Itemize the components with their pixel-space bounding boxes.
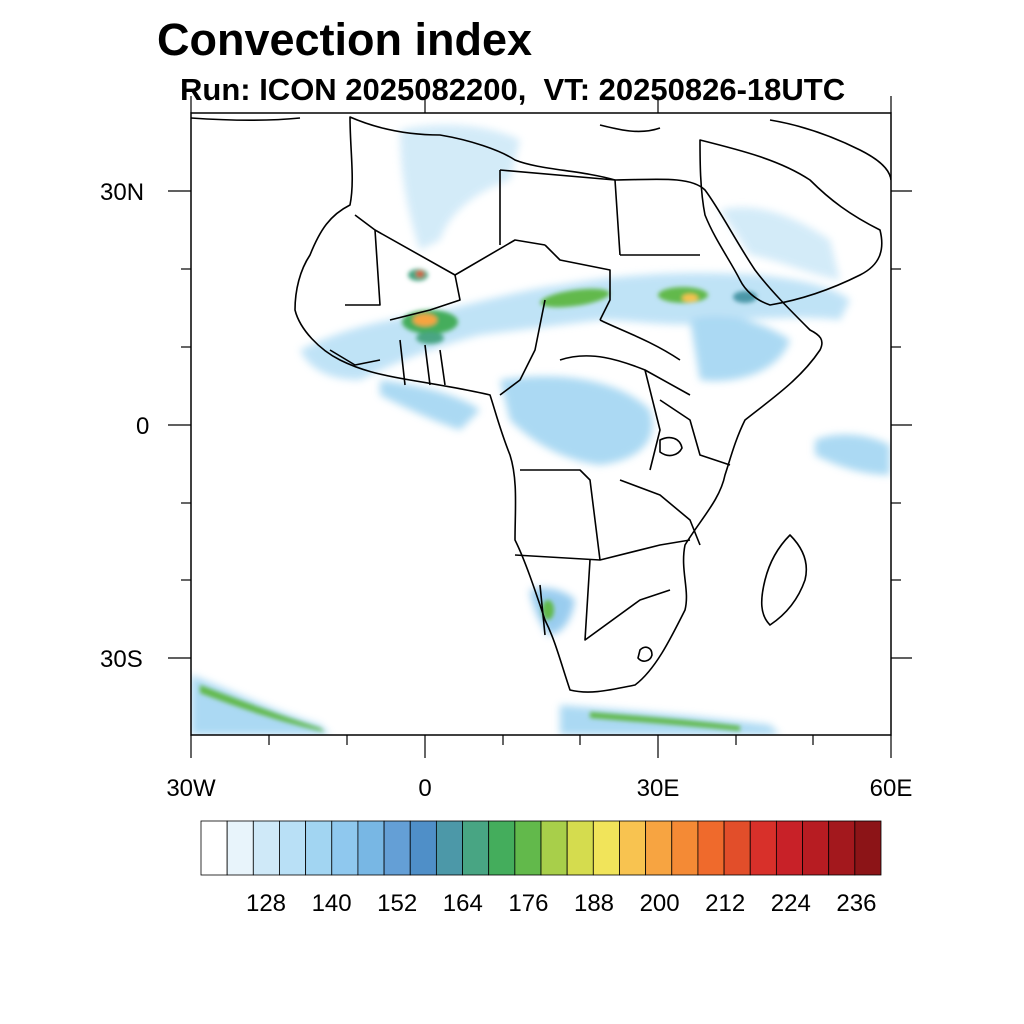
colorbar-bin [854,820,882,876]
colorbar-bin [619,820,647,876]
colorbar-bin [226,820,254,876]
colorbar-bin [775,820,803,876]
colorbar-bin [540,820,568,876]
colorbar-bin [305,820,333,876]
chart-title: Convection index [157,14,533,65]
lat-label-30n: 30N [100,179,145,206]
colorbar-bin [566,820,594,876]
colorbar-bin [357,820,385,876]
lat-label-0: 0 [136,413,150,440]
colorbar-bin [383,820,411,876]
colorbar-tick-label: 188 [573,890,615,917]
colorbar [200,820,882,876]
colorbar-tick-label: 236 [836,890,877,917]
colorbar-bin [802,820,830,876]
colorbar-bin [409,820,437,876]
colorbar-bin [488,820,516,876]
convection-field [191,124,890,735]
colorbar-bin [462,820,490,876]
lon-label-30e: 30E [636,775,680,802]
map-frame [190,112,892,736]
colorbar-bin [435,820,463,876]
axis-ticks [168,96,912,758]
colorbar-bin [592,820,620,876]
colorbar-bin [671,820,699,876]
lon-label-0: 0 [418,775,432,802]
colorbar-bin [749,820,777,876]
colorbar-tick-label: 200 [639,890,680,917]
colorbar-tick-label: 152 [377,890,418,917]
colorbar-bin [828,820,856,876]
colorbar-tick-label: 176 [508,890,549,917]
colorbar-tick-label: 212 [705,890,746,917]
colorbar-bin [200,820,228,876]
lon-label-30w: 30W [166,775,216,802]
colorbar-tick-label: 224 [770,890,811,917]
colorbar-bin [331,820,359,876]
colorbar-bin [645,820,673,876]
colorbar-tick-label: 164 [442,890,483,917]
colorbar-bin [514,820,542,876]
colorbar-bin [252,820,280,876]
coastlines [191,116,891,693]
lon-label-60e: 60E [869,775,913,802]
lat-label-30s: 30S [100,646,143,673]
colorbar-bin [279,820,307,876]
colorbar-tick-label: 128 [245,890,287,917]
chart-subtitle: Run: ICON 2025082200, VT: 20250826-18UTC [180,72,846,107]
colorbar-bin [723,820,751,876]
colorbar-tick-label: 140 [311,890,352,917]
colorbar-bin [697,820,725,876]
